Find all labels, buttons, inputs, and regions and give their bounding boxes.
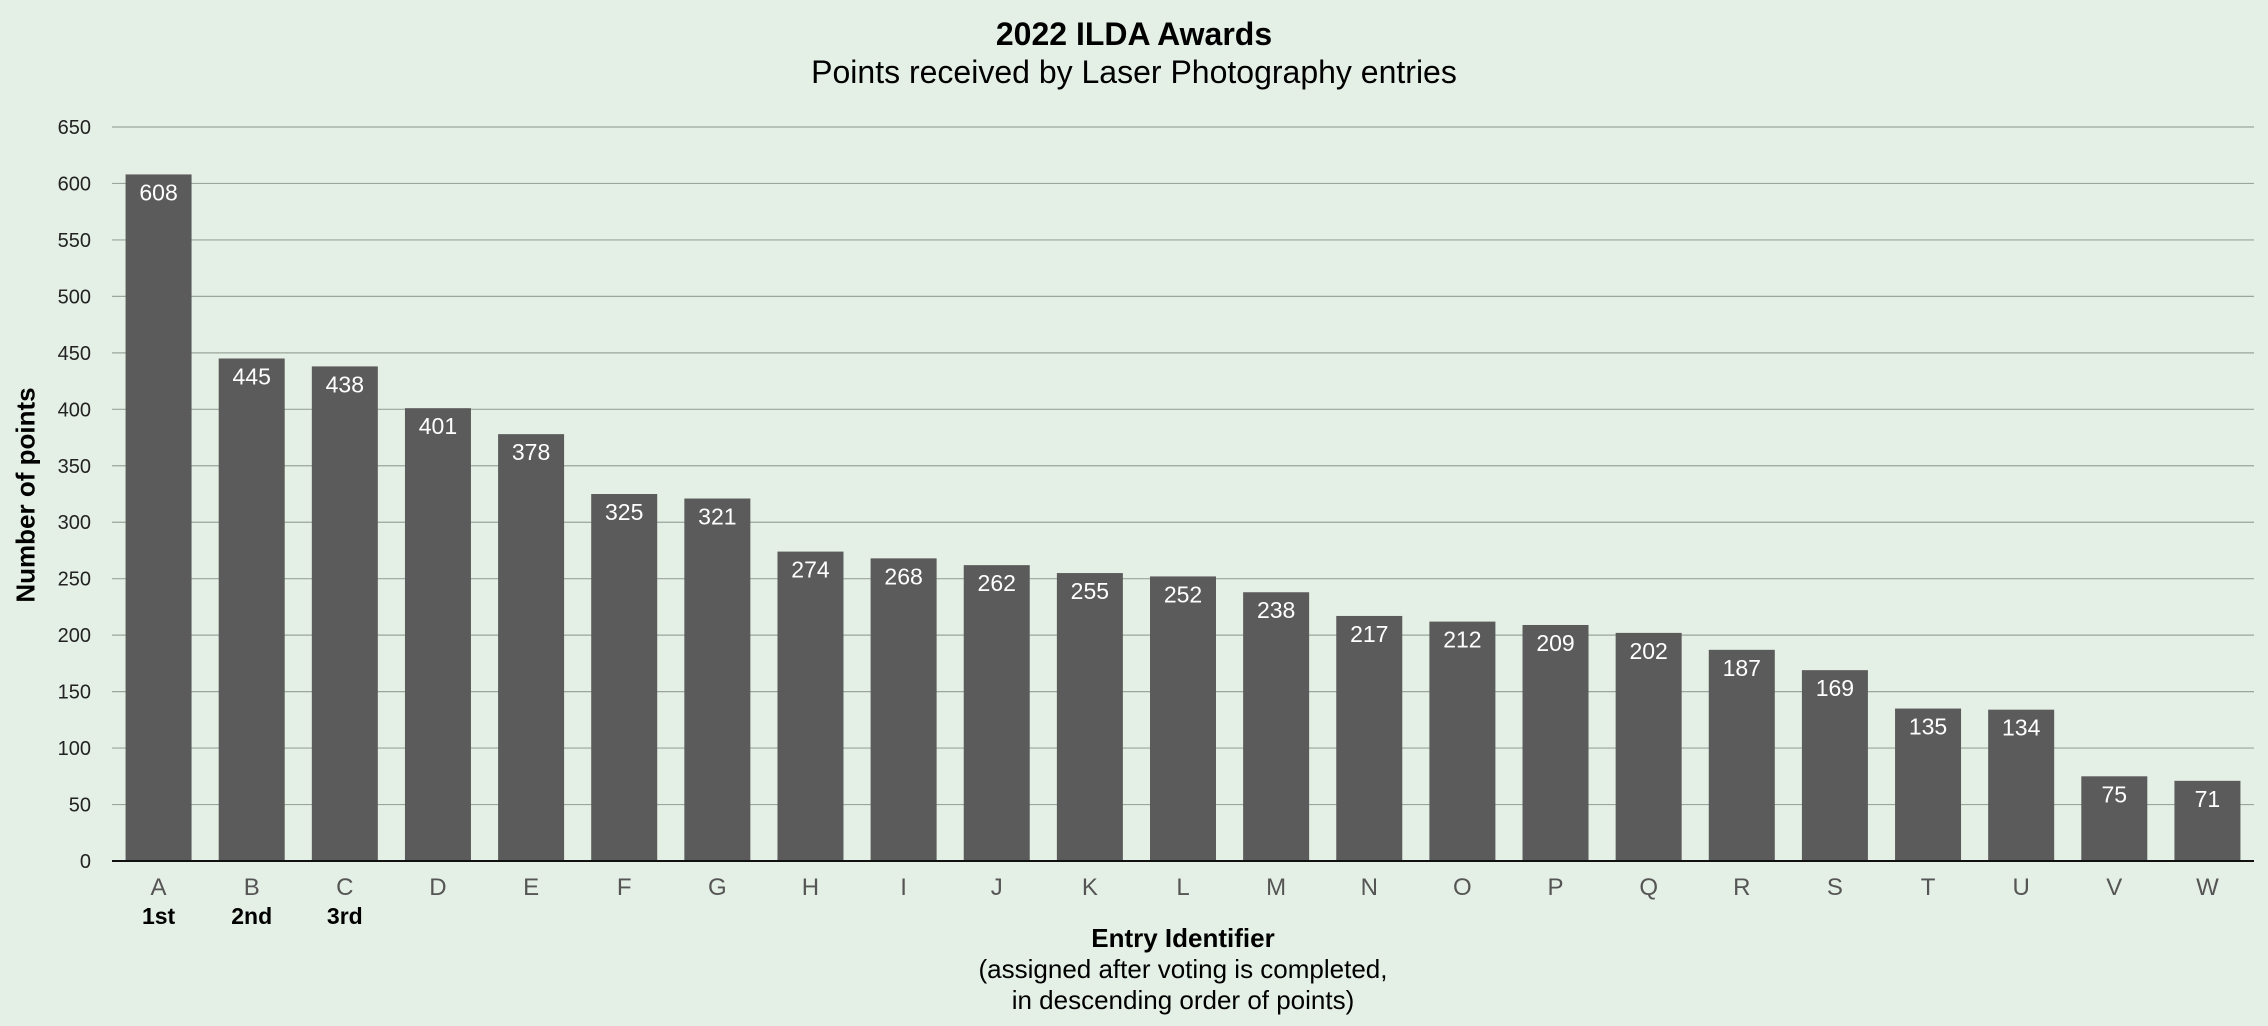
bar — [1150, 576, 1216, 861]
bar — [1336, 615, 1403, 861]
bar — [1056, 573, 1123, 861]
x-tick-label: U — [2013, 874, 2030, 901]
x-tick-label: L — [1176, 874, 1189, 901]
bars — [125, 174, 2241, 862]
bar — [2081, 776, 2148, 861]
bar — [1895, 708, 1962, 861]
chart-title: 2022 ILDA Awards — [995, 16, 1273, 52]
bar — [1243, 592, 1310, 861]
bar-value-label: 209 — [1536, 630, 1574, 656]
x-tick-label: Q — [1639, 874, 1658, 901]
x-axis-ticks: A B C D E F G H I J K L M N O P Q R S T U V W — [151, 874, 2220, 901]
bar-value-label: 378 — [512, 439, 550, 465]
bar — [404, 408, 471, 861]
bar — [963, 565, 1030, 861]
x-tick-label: M — [1266, 874, 1286, 901]
y-tick-label: 300 — [58, 512, 91, 534]
rank-labels: 1st 2nd 3rd — [142, 903, 363, 929]
chart-subtitle: Points received by Laser Photography ent… — [811, 54, 1457, 90]
bar-value-label: 445 — [233, 363, 271, 389]
x-tick-label: F — [617, 874, 632, 901]
bar-value-label: 438 — [326, 371, 364, 397]
bar-value-label: 268 — [884, 563, 922, 589]
bar — [218, 358, 285, 861]
x-tick-label: S — [1827, 874, 1843, 901]
rank-label: 2nd — [231, 903, 272, 929]
y-tick-label: 50 — [69, 795, 91, 817]
bar — [1801, 670, 1868, 861]
bar — [498, 434, 565, 861]
x-axis-note-line-2: in descending order of points) — [1011, 985, 1355, 1015]
y-tick-label: 200 — [58, 625, 91, 647]
bar-value-label: 134 — [2002, 715, 2041, 741]
x-tick-label: R — [1733, 874, 1750, 901]
bar-value-label: 325 — [605, 499, 643, 525]
bar-value-label: 202 — [1629, 638, 1667, 664]
x-tick-label: V — [2106, 874, 2122, 901]
bar — [1522, 624, 1589, 861]
y-tick-label: 0 — [80, 851, 91, 873]
x-tick-label: J — [991, 874, 1003, 901]
bar-value-label: 187 — [1723, 655, 1761, 681]
bar-value-label: 238 — [1257, 597, 1295, 623]
bar — [1429, 621, 1496, 861]
bar — [125, 174, 192, 862]
bar-value-label: 217 — [1350, 621, 1388, 647]
y-tick-label: 650 — [58, 117, 91, 139]
bar-value-label: 212 — [1443, 627, 1481, 653]
bar-value-label: 401 — [419, 413, 457, 439]
x-axis-note-line-1: (assigned after voting is completed, — [978, 954, 1388, 984]
bar-value-label: 608 — [139, 179, 177, 205]
x-tick-label: A — [151, 874, 167, 901]
y-tick-label: 250 — [58, 569, 91, 591]
x-axis-label: Entry Identifier — [1091, 923, 1275, 953]
x-tick-label: B — [244, 874, 260, 901]
bar-value-label: 75 — [2102, 781, 2128, 807]
x-tick-label: G — [708, 874, 727, 901]
y-axis-ticks: 0 50 100 150 200 250 300 350 400 450 500 550 600 650 — [58, 117, 91, 873]
bar — [777, 551, 844, 861]
bar — [1708, 649, 1775, 861]
x-axis-label-block: Entry Identifier (assigned after voting … — [0, 923, 2268, 1016]
bar-value-label: 135 — [1909, 714, 1947, 740]
x-tick-label: W — [2196, 874, 2219, 901]
bar — [1988, 709, 2055, 861]
bar — [311, 366, 378, 861]
x-tick-label: E — [523, 874, 539, 901]
bar-value-label: 321 — [698, 504, 736, 530]
x-tick-label: I — [900, 874, 907, 901]
bar-value-label: 71 — [2195, 786, 2221, 812]
x-tick-label: P — [1548, 874, 1564, 901]
value-labels: 608 445 438 401 378 325 321 274 268 262 255 252 238 2… — [139, 179, 2220, 811]
x-tick-label: O — [1453, 874, 1472, 901]
bar-value-label: 255 — [1071, 578, 1109, 604]
y-tick-label: 150 — [58, 682, 91, 704]
bar — [1615, 632, 1682, 861]
x-tick-label: C — [336, 874, 353, 901]
x-tick-label: N — [1361, 874, 1378, 901]
bar-value-label: 262 — [978, 570, 1016, 596]
rank-label: 1st — [142, 903, 176, 929]
rank-label: 3rd — [327, 903, 363, 929]
y-tick-label: 450 — [58, 343, 91, 365]
bar — [684, 498, 751, 861]
y-tick-label: 100 — [58, 738, 91, 760]
x-tick-label: D — [429, 874, 446, 901]
x-tick-label: H — [802, 874, 819, 901]
bar-value-label: 274 — [791, 557, 830, 583]
y-tick-label: 350 — [58, 456, 91, 478]
x-tick-label: T — [1921, 874, 1936, 901]
bar — [2174, 780, 2241, 861]
y-tick-label: 400 — [58, 399, 91, 421]
bar-value-label: 169 — [1816, 675, 1854, 701]
bar-value-label: 252 — [1164, 581, 1202, 607]
y-tick-label: 500 — [58, 286, 91, 308]
x-tick-label: K — [1082, 874, 1098, 901]
bar — [591, 494, 658, 861]
bar — [870, 558, 937, 861]
y-tick-label: 600 — [58, 173, 91, 195]
y-tick-label: 550 — [58, 230, 91, 252]
